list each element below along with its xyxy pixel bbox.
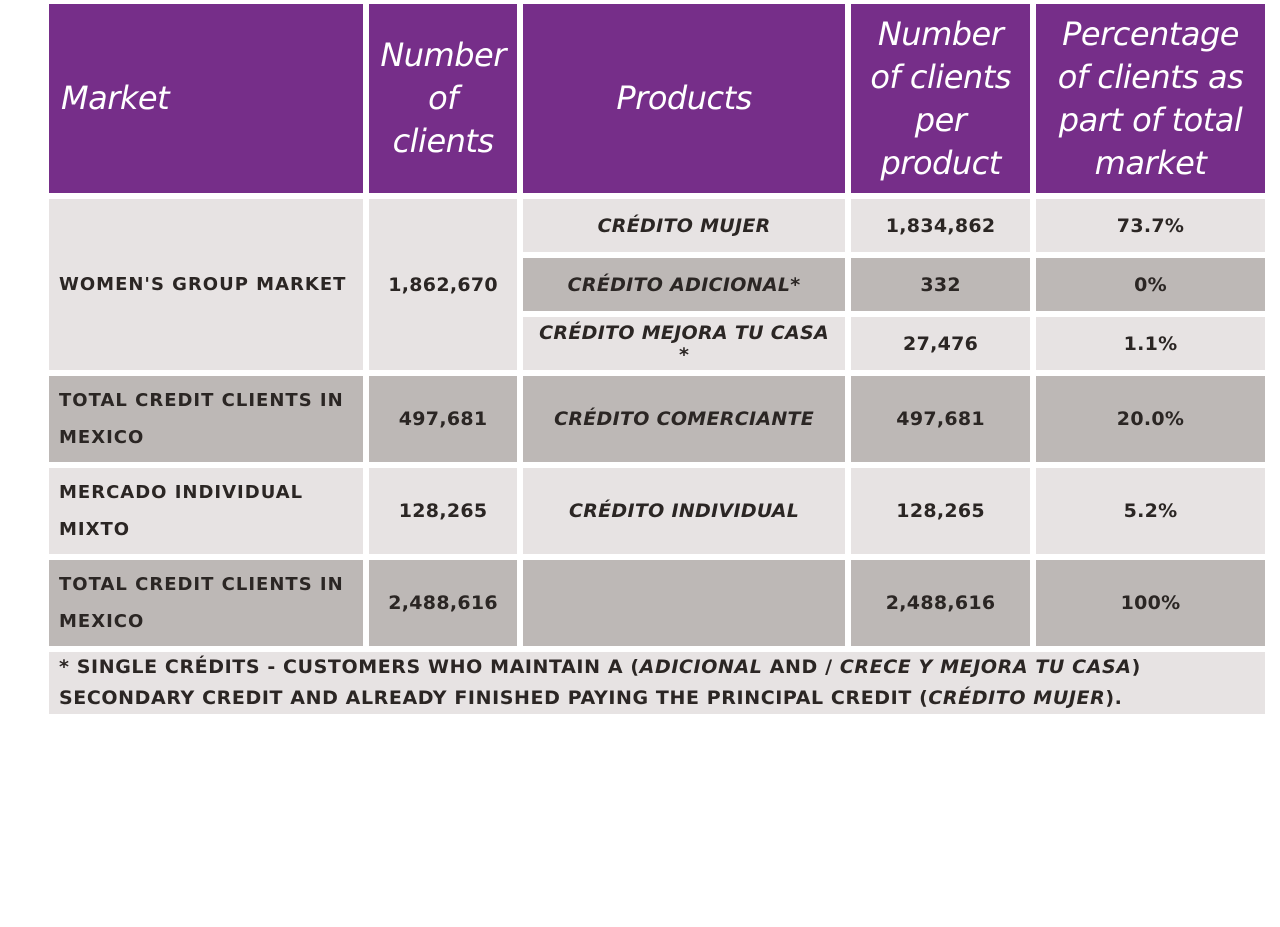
percentage-cell: 1.1% (1036, 317, 1265, 370)
table-row: women's group market 1,862,670 Crédito M… (49, 199, 1265, 370)
footnote-text: and / (762, 656, 840, 678)
product-cell: Crédito Individual (522, 468, 846, 554)
percentage-cell: 20.0% (1036, 376, 1265, 462)
table-row: Total credit clients in Mexico 497,681 C… (49, 376, 1265, 462)
per-product-cell: 2,488,616 (851, 560, 1031, 646)
product-cell: Crédito Mejora tu Casa * (522, 317, 846, 370)
product-cell: Crédito Adicional* (522, 258, 846, 311)
percentage-cell: 100% (1036, 560, 1265, 646)
clients-cell: 1,862,670 (369, 199, 517, 370)
footnote-mujer: Crédito Mujer (928, 687, 1106, 709)
table-row: Crédito Mejora tu Casa * 27,476 1.1% (49, 317, 1265, 370)
product-cell: Crédito Comerciante (522, 376, 846, 462)
market-cell: Total credit clients in Mexico (49, 376, 364, 462)
clients-cell: 497,681 (369, 376, 517, 462)
header-number-of-clients: Number of clients (369, 4, 517, 193)
footnote-text: ) secondary credit and already finished … (59, 656, 1141, 709)
header-clients-per-product: Number of clients per product (851, 4, 1031, 193)
percentage-cell: 0% (1036, 258, 1265, 311)
per-product-cell: 27,476 (851, 317, 1031, 370)
footnote: * single crédits - customers who maintai… (49, 652, 1265, 714)
product-cell: Crédito Mujer (522, 199, 846, 252)
product-cell (522, 560, 846, 646)
clients-cell: 2,488,616 (369, 560, 517, 646)
footnote-text: * single crédits - customers who maintai… (59, 656, 640, 678)
footnote-crece: Crece y Mejora tu Casa (839, 656, 1132, 678)
market-cell: Total credit clients in Mexico (49, 560, 364, 646)
percentage-cell: 5.2% (1036, 468, 1265, 554)
header-percentage: Percentage of clients as part of total m… (1036, 4, 1265, 193)
header-market: Market (49, 4, 364, 193)
per-product-cell: 332 (851, 258, 1031, 311)
footnote-text: ). (1105, 687, 1123, 709)
market-cell: women's group market (49, 199, 364, 370)
market-cell: Mercado individual mixto (49, 468, 364, 554)
footnote-adicional: Adicional (639, 656, 763, 678)
clients-table: Market Number of clients Products Number… (43, 0, 1271, 720)
table-row: Crédito Adicional* 332 0% (49, 258, 1265, 311)
percentage-cell: 73.7% (1036, 199, 1265, 252)
clients-cell: 128,265 (369, 468, 517, 554)
header-row: Market Number of clients Products Number… (49, 4, 1265, 193)
table-row: Mercado individual mixto 128,265 Crédito… (49, 468, 1265, 554)
per-product-cell: 1,834,862 (851, 199, 1031, 252)
header-products: Products (522, 4, 846, 193)
per-product-cell: 497,681 (851, 376, 1031, 462)
per-product-cell: 128,265 (851, 468, 1031, 554)
footnote-row: * single crédits - customers who maintai… (49, 652, 1265, 714)
table-row: Total credit clients in Mexico 2,488,616… (49, 560, 1265, 646)
